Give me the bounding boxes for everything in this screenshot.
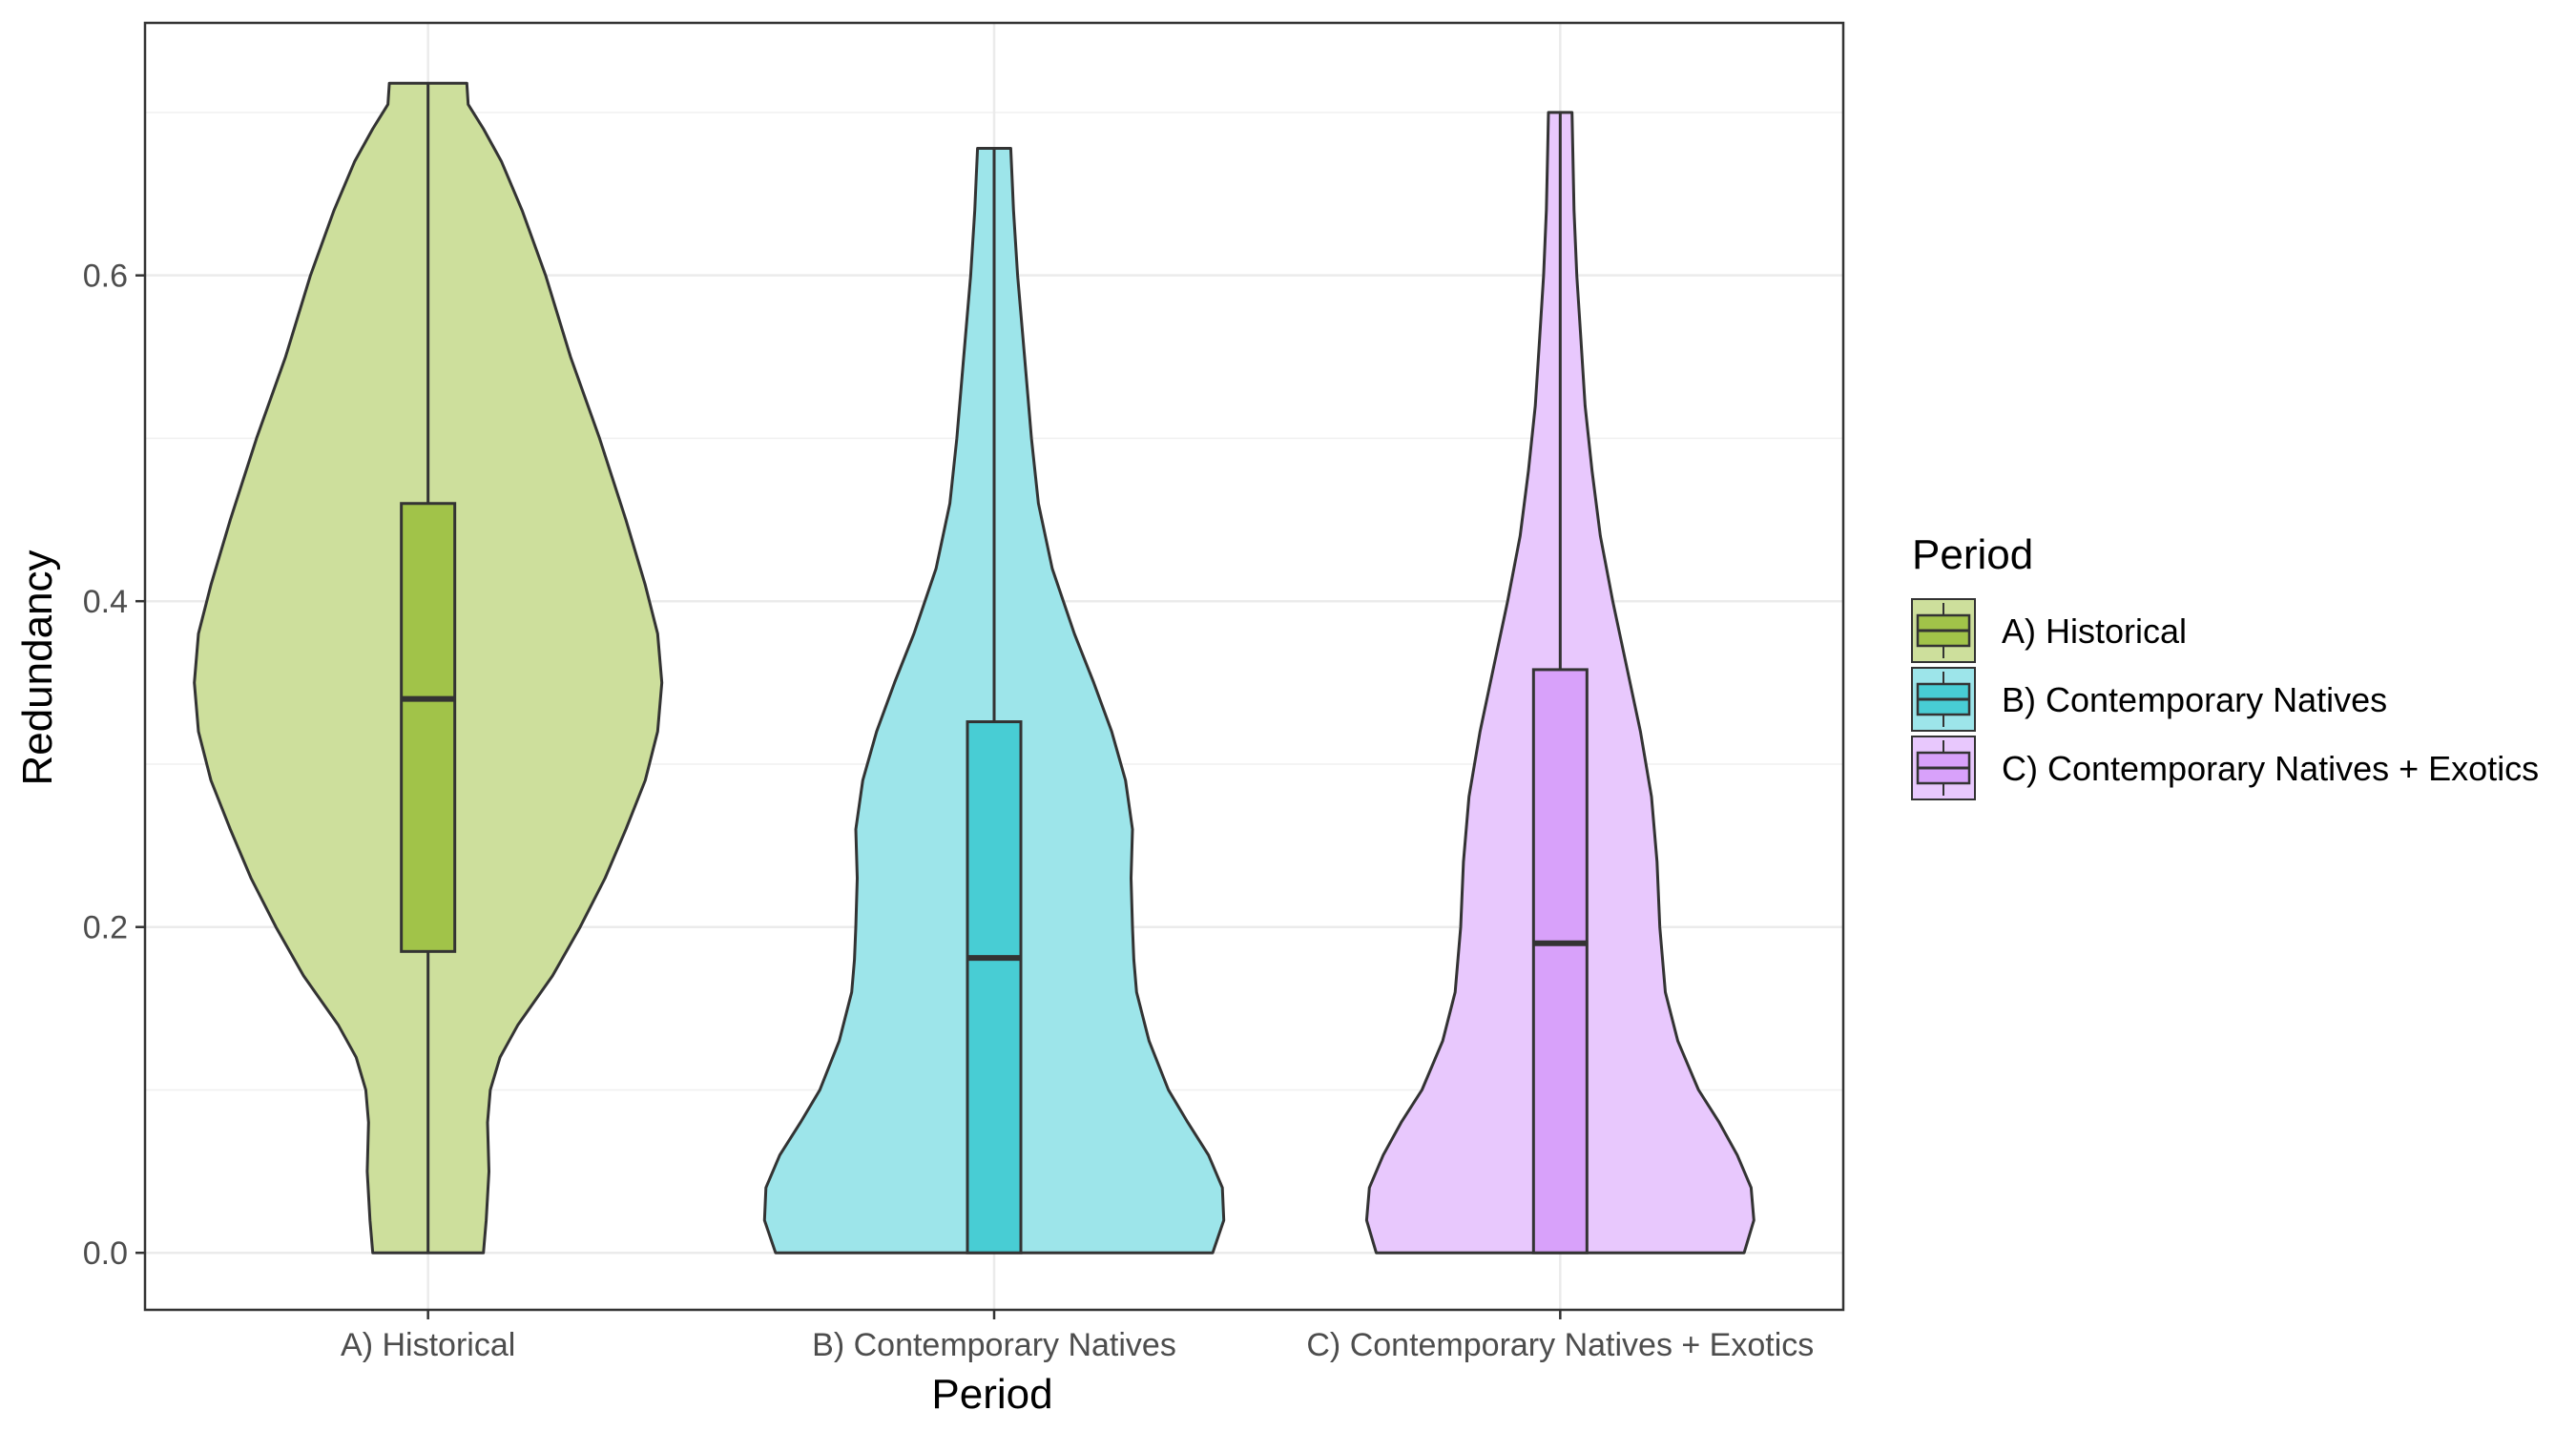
legend-label: A) Historical xyxy=(2002,612,2187,651)
box xyxy=(400,502,457,953)
y-tick-label: 0.2 xyxy=(83,910,128,946)
y-axis-title: Redundancy xyxy=(14,550,61,785)
y-tick-label: 0.4 xyxy=(83,584,128,620)
x-axis: A) Historical B) Contemporary Natives C) C… xyxy=(341,1310,1814,1363)
legend-item: A) Historical xyxy=(1911,598,2187,663)
legend-label: C) Contemporary Natives + Exotics xyxy=(2002,749,2539,788)
legend-items: A) Historical B) Contemporary Natives C) C… xyxy=(1911,598,2539,800)
y-axis: 0.0 0.2 0.4 0.6 xyxy=(83,259,145,1272)
x-tick-label: B) Contemporary Natives xyxy=(812,1327,1176,1363)
x-axis-title: Period xyxy=(931,1371,1052,1418)
legend-title: Period xyxy=(1912,531,2033,578)
y-tick-label: 0.0 xyxy=(83,1235,128,1272)
legend-label: B) Contemporary Natives xyxy=(2002,680,2387,719)
y-tick-label: 0.6 xyxy=(83,259,128,295)
plot-panel xyxy=(143,21,1845,1312)
x-tick-label: C) Contemporary Natives + Exotics xyxy=(1306,1327,1814,1363)
box xyxy=(1531,668,1589,1255)
legend-item: C) Contemporary Natives + Exotics xyxy=(1911,736,2539,800)
legend: Period A) Historical B) Contemporary Nati… xyxy=(1911,531,2539,800)
legend-item: B) Contemporary Natives xyxy=(1911,667,2387,732)
boxplots xyxy=(400,83,1589,1255)
box xyxy=(966,720,1023,1255)
x-tick-label: A) Historical xyxy=(341,1327,515,1363)
